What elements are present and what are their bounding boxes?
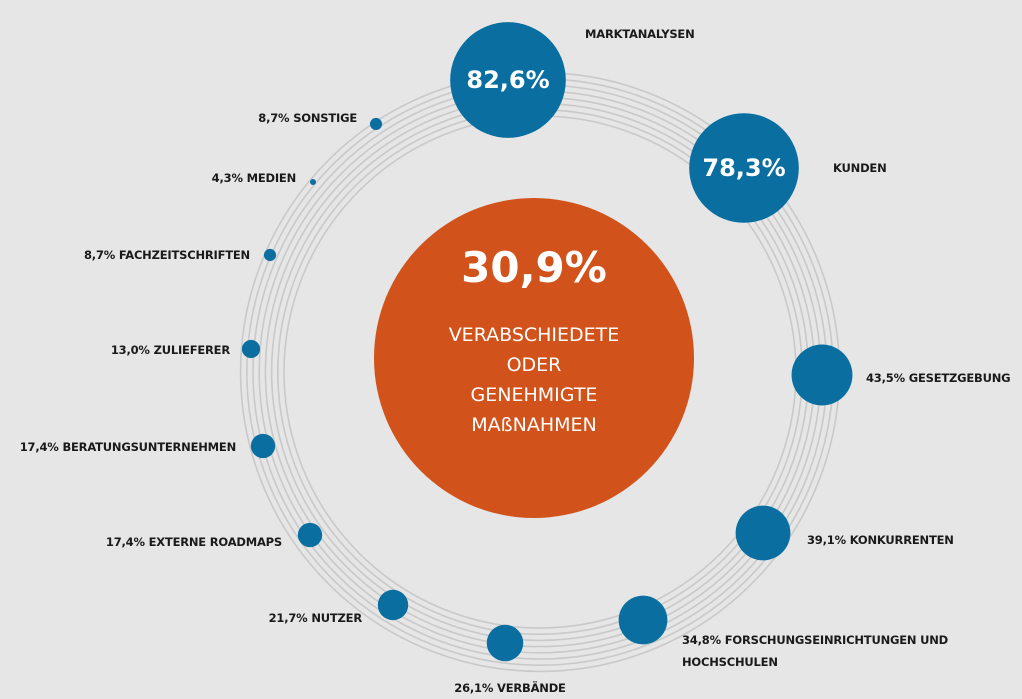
bubble-label: 17,4% BERATUNGSUNTERNEHMEN [20,436,236,458]
value-label: 8,7% [258,111,290,125]
value-label: 39,1% [807,533,846,547]
value-label: 17,4% [105,535,145,549]
bubble-label: 8,7% SONSTIGE [258,107,357,129]
bubble [250,433,276,459]
bubble [450,22,566,138]
center-line: ODER [506,354,562,376]
category-label: BERATUNGSUNTERNEHMEN [62,440,236,454]
category-label: EXTERNE ROADMAPS [148,535,283,549]
bubble [791,344,853,406]
value-label: 8,7% [83,248,116,262]
bubble-label: 26,1% VERBÄNDE [454,677,566,699]
bubble [486,624,524,662]
category-label: KONKURRENTEN [849,533,954,547]
category-label: GESETZGEBUNG [908,371,1011,385]
category-label: FACHZEITSCHRIFTEN [118,248,250,262]
value-label: 34,8% [682,633,721,647]
center-line: GENEHMIGTE [470,384,598,406]
bubble-label: 4,3% MEDIEN [211,167,297,189]
bubble-label: 17,4% EXTERNE ROADMAPS [106,531,282,553]
category-label: NUTZER [311,611,362,625]
bubble [377,589,409,621]
bubble-value: 78,3% [702,154,786,182]
bubble-label: 34,8% FORSCHUNGSEINRICHTUNGEN UND HOCHSC… [682,629,952,673]
bubble [618,595,668,645]
bubble-label: KUNDEN [833,161,887,175]
center-text: 30,9% VERABSCHIEDETE ODER GENEHMIGTE MAß… [374,238,694,440]
bubble-label: 13,0% ZULIEFERER [111,339,230,361]
bubble-label: 21,7% NUTZER [268,607,363,629]
bubble [309,178,317,186]
bubble-label: 39,1% KONKURRENTEN [807,529,954,551]
center-line: VERABSCHIEDETE [448,324,620,346]
bubble-label: 43,5% GESETZGEBUNG [866,367,1011,389]
center-bubble [374,198,694,518]
bubble [689,113,799,223]
value-label: 17,4% [19,440,59,454]
value-label: 43,5% [866,371,905,385]
bubble-value: 82,6% [466,66,550,94]
center-line: MAßNAHMEN [471,414,597,436]
value-label: 26,1% [454,681,494,695]
bubble [241,339,261,359]
center-value: 30,9% [461,243,607,292]
category-label: VERBÄNDE [497,681,566,695]
value-label: 21,7% [268,611,308,625]
value-label: 13,0% [110,343,150,357]
category-label: FORSCHUNGSEINRICHTUNGEN UND HOCHSCHULEN [682,633,949,669]
value-label: 4,3% [211,171,243,185]
bubble [369,117,383,131]
category-label: SONSTIGE [293,111,357,125]
bubble [263,248,277,262]
bubble-label: MARKTANALYSEN [585,27,695,41]
category-label: MEDIEN [246,171,297,185]
bubble-label: 8,7% FACHZEITSCHRIFTEN [84,244,250,266]
category-label: ZULIEFERER [153,343,231,357]
bubble [735,505,791,561]
bubble [297,522,323,548]
